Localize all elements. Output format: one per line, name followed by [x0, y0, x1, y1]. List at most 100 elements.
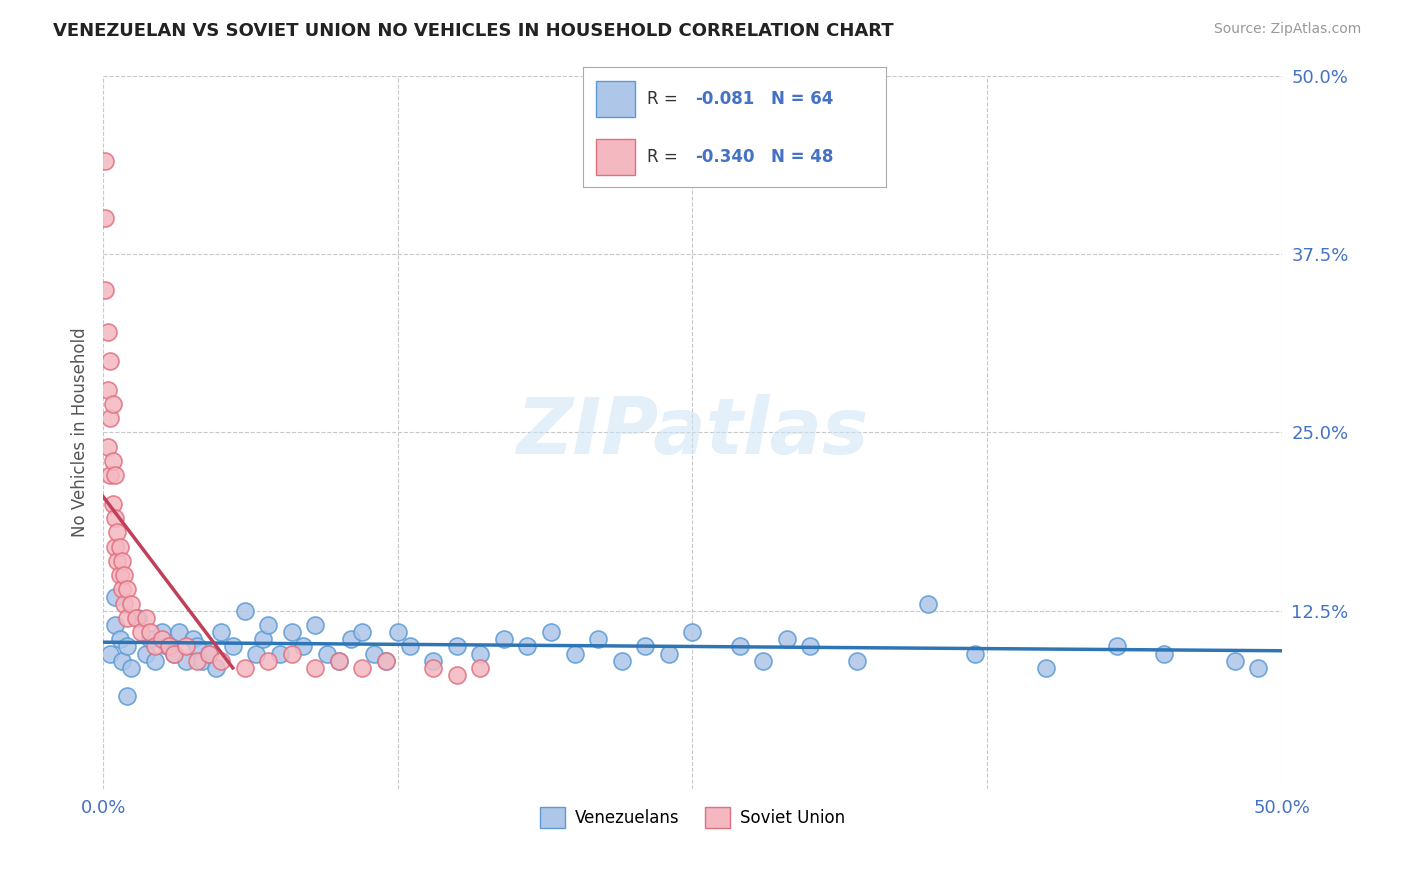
Point: [446, 640, 468, 654]
Point: [252, 632, 274, 647]
Point: [97, 440, 120, 454]
Point: [139, 625, 162, 640]
Point: [127, 611, 149, 625]
Point: [174, 640, 197, 654]
Point: [752, 654, 775, 668]
Point: [198, 647, 221, 661]
Point: [492, 632, 515, 647]
Point: [143, 640, 166, 654]
Point: [799, 640, 821, 654]
Point: [280, 625, 302, 640]
Point: [98, 647, 121, 661]
Point: [186, 654, 208, 668]
Point: [135, 611, 157, 625]
Point: [97, 383, 120, 397]
Text: Source: ZipAtlas.com: Source: ZipAtlas.com: [1213, 22, 1361, 37]
Y-axis label: No Vehicles in Household: No Vehicles in Household: [72, 327, 89, 537]
Point: [94, 154, 117, 169]
Point: [156, 640, 179, 654]
Point: [191, 654, 214, 668]
Point: [328, 654, 350, 668]
Point: [222, 640, 245, 654]
Point: [105, 554, 128, 568]
Point: [101, 397, 124, 411]
Point: [115, 690, 138, 704]
Point: [111, 554, 134, 568]
Point: [94, 283, 117, 297]
Point: [610, 654, 633, 668]
Point: [728, 640, 751, 654]
Point: [375, 654, 398, 668]
Point: [470, 647, 492, 661]
Point: [115, 611, 138, 625]
Point: [245, 647, 267, 661]
Point: [120, 597, 142, 611]
Point: [98, 354, 121, 368]
Point: [280, 647, 302, 661]
Point: [516, 640, 538, 654]
Point: [108, 540, 131, 554]
Point: [163, 647, 186, 661]
Point: [104, 468, 127, 483]
Point: [186, 640, 208, 654]
Point: [292, 640, 315, 654]
Legend: Venezuelans, Soviet Union: Venezuelans, Soviet Union: [533, 801, 852, 834]
Point: [1153, 647, 1175, 661]
Point: [98, 411, 121, 425]
Point: [352, 625, 374, 640]
Point: [1105, 640, 1128, 654]
Point: [112, 597, 135, 611]
Point: [98, 468, 121, 483]
Point: [120, 661, 142, 675]
Point: [209, 654, 232, 668]
Point: [316, 647, 339, 661]
Bar: [596, 81, 636, 118]
Point: [167, 625, 190, 640]
Point: [375, 654, 398, 668]
Point: [111, 654, 134, 668]
Point: [564, 647, 586, 661]
Point: [101, 454, 124, 468]
Point: [209, 625, 232, 640]
Point: [363, 647, 385, 661]
Point: [108, 632, 131, 647]
Point: [586, 632, 609, 647]
Point: [658, 647, 681, 661]
Point: [387, 625, 409, 640]
Point: [105, 525, 128, 540]
Point: [422, 654, 444, 668]
Point: [135, 647, 157, 661]
Point: [150, 632, 173, 647]
Point: [115, 582, 138, 597]
Point: [97, 326, 120, 340]
Point: [681, 625, 703, 640]
Point: [1223, 654, 1246, 668]
Point: [965, 647, 987, 661]
Point: [125, 611, 148, 625]
Point: [328, 654, 350, 668]
Text: N = 48: N = 48: [770, 148, 834, 166]
Point: [269, 647, 291, 661]
Point: [304, 661, 326, 675]
Point: [339, 632, 361, 647]
Point: [104, 540, 127, 554]
Point: [398, 640, 420, 654]
Point: [181, 632, 204, 647]
Text: R =: R =: [647, 148, 683, 166]
Point: [917, 597, 939, 611]
Point: [112, 568, 135, 582]
Point: [470, 661, 492, 675]
Point: [157, 640, 180, 654]
Point: [446, 668, 468, 682]
Point: [540, 625, 562, 640]
Point: [111, 582, 134, 597]
Text: R =: R =: [647, 90, 683, 109]
Point: [205, 661, 228, 675]
Point: [776, 632, 799, 647]
Point: [257, 618, 280, 632]
Point: [233, 604, 256, 618]
Point: [104, 618, 127, 632]
Point: [1247, 661, 1270, 675]
Point: [163, 647, 186, 661]
Bar: [596, 139, 636, 175]
